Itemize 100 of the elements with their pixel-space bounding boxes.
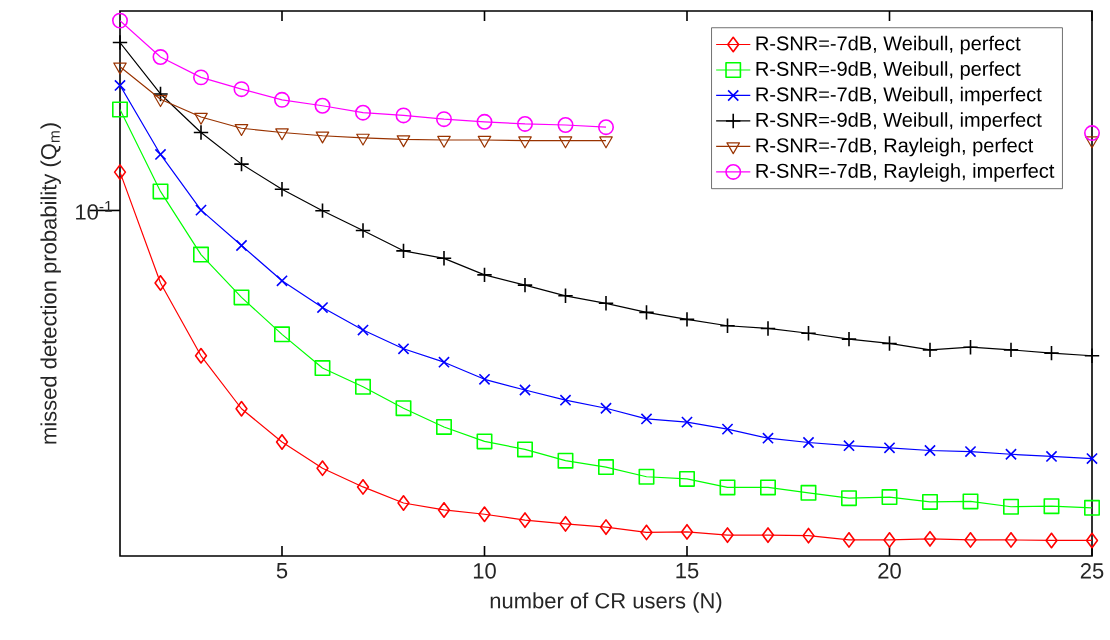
point — [355, 222, 371, 239]
point — [152, 85, 169, 102]
point — [1085, 136, 1099, 149]
point — [397, 494, 410, 511]
point — [114, 79, 126, 92]
point — [233, 289, 250, 306]
point — [274, 181, 290, 198]
point — [1086, 452, 1098, 465]
point — [1045, 450, 1058, 463]
point — [356, 478, 370, 495]
point — [437, 135, 451, 148]
x-tick-label: 20 — [878, 563, 901, 579]
point — [233, 156, 250, 173]
point — [436, 250, 452, 267]
point — [477, 135, 492, 148]
point — [314, 202, 331, 219]
point — [842, 531, 856, 548]
point — [355, 378, 371, 395]
point — [761, 527, 775, 544]
legend-label: R-SNR=-7dB, Rayleigh, perfect — [756, 137, 1034, 157]
point — [396, 135, 411, 148]
point — [679, 311, 695, 328]
point — [600, 402, 612, 415]
legend-label: R-SNR=-9dB, Weibull, perfect — [756, 61, 1021, 80]
point — [760, 479, 776, 496]
point — [235, 400, 248, 417]
point — [802, 436, 815, 449]
point — [1043, 498, 1060, 515]
point — [437, 501, 451, 518]
point — [680, 523, 694, 540]
point — [152, 49, 169, 66]
point — [557, 117, 574, 134]
point — [438, 356, 450, 369]
point — [112, 12, 128, 29]
point — [274, 326, 290, 343]
point — [640, 524, 653, 541]
point — [233, 81, 250, 98]
point — [883, 441, 896, 454]
point — [559, 515, 572, 532]
point — [314, 360, 331, 377]
point — [194, 112, 208, 125]
point — [518, 136, 532, 149]
point — [476, 433, 493, 450]
point — [598, 459, 614, 476]
point — [517, 277, 533, 294]
point — [638, 468, 655, 485]
point — [193, 124, 209, 141]
point — [598, 119, 614, 136]
point — [679, 470, 695, 487]
point — [1043, 345, 1060, 362]
point — [557, 287, 574, 304]
point — [640, 413, 653, 425]
legend-label: R-SNR=-7dB, Weibull, perfect — [756, 35, 1021, 55]
point — [315, 131, 330, 144]
point — [154, 274, 167, 291]
point — [922, 493, 938, 510]
point — [194, 347, 208, 364]
point — [883, 531, 896, 548]
point — [1084, 125, 1100, 142]
point — [476, 113, 493, 130]
point — [721, 527, 734, 544]
point — [638, 304, 655, 321]
point — [357, 324, 369, 336]
point — [681, 416, 693, 429]
x-tick-label: 5 — [276, 563, 288, 579]
point — [922, 341, 938, 358]
point — [762, 432, 774, 445]
point — [436, 418, 452, 435]
point — [1003, 498, 1019, 515]
point — [962, 339, 979, 356]
point — [193, 69, 209, 86]
point — [881, 489, 898, 506]
point — [1005, 448, 1017, 461]
point — [558, 136, 573, 149]
point — [800, 484, 817, 501]
point — [316, 460, 329, 477]
point — [843, 439, 855, 452]
point — [557, 452, 574, 469]
point — [1084, 347, 1100, 364]
point — [478, 506, 491, 523]
point — [1004, 531, 1018, 548]
point — [517, 441, 533, 458]
point — [841, 331, 857, 348]
point — [599, 519, 613, 536]
x-tick-label: 25 — [1080, 563, 1104, 579]
point — [517, 115, 533, 132]
point — [802, 527, 815, 544]
point — [719, 317, 736, 334]
point — [478, 373, 491, 386]
point — [559, 394, 572, 407]
point — [153, 95, 168, 108]
point — [356, 133, 370, 146]
point — [274, 91, 290, 108]
point — [1084, 499, 1100, 516]
legend-label: R-SNR=-7dB, Rayleigh, imperfect — [756, 163, 1055, 182]
point — [355, 104, 371, 121]
point — [518, 512, 532, 529]
point — [314, 97, 331, 114]
point — [154, 148, 167, 161]
point — [1085, 532, 1099, 549]
